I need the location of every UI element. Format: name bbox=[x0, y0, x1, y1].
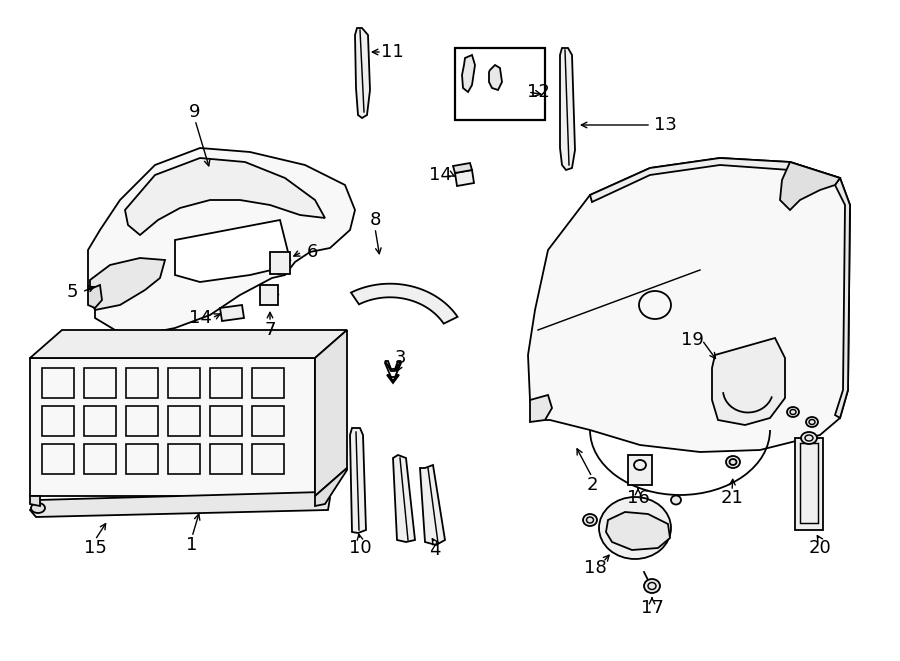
Text: 16: 16 bbox=[626, 489, 650, 507]
Polygon shape bbox=[385, 361, 401, 371]
Bar bbox=[252, 368, 284, 398]
Ellipse shape bbox=[806, 417, 818, 427]
Polygon shape bbox=[315, 468, 347, 506]
Polygon shape bbox=[125, 158, 325, 235]
Polygon shape bbox=[90, 258, 165, 310]
Bar bbox=[84, 444, 116, 474]
Bar bbox=[210, 444, 242, 474]
Polygon shape bbox=[489, 65, 502, 90]
Polygon shape bbox=[30, 496, 40, 506]
Bar bbox=[260, 285, 278, 305]
Ellipse shape bbox=[787, 407, 799, 417]
Polygon shape bbox=[780, 162, 840, 210]
Polygon shape bbox=[462, 55, 475, 92]
Polygon shape bbox=[30, 492, 330, 517]
Text: 17: 17 bbox=[641, 599, 663, 617]
Text: 14: 14 bbox=[189, 309, 212, 327]
Polygon shape bbox=[88, 148, 355, 335]
Polygon shape bbox=[606, 512, 670, 550]
Bar bbox=[126, 444, 158, 474]
Ellipse shape bbox=[801, 432, 817, 444]
Text: 7: 7 bbox=[265, 321, 275, 339]
Text: 2: 2 bbox=[586, 476, 598, 494]
Text: 1: 1 bbox=[186, 536, 198, 554]
Ellipse shape bbox=[583, 514, 597, 526]
Polygon shape bbox=[350, 428, 366, 533]
Text: 6: 6 bbox=[306, 243, 318, 261]
Text: 19: 19 bbox=[680, 331, 704, 349]
Bar bbox=[84, 368, 116, 398]
Text: 5: 5 bbox=[67, 283, 77, 301]
Polygon shape bbox=[712, 338, 785, 425]
Polygon shape bbox=[528, 158, 850, 452]
Ellipse shape bbox=[639, 291, 671, 319]
Text: 10: 10 bbox=[348, 539, 372, 557]
Ellipse shape bbox=[726, 456, 740, 468]
Polygon shape bbox=[175, 220, 290, 282]
Polygon shape bbox=[387, 375, 399, 383]
Text: 21: 21 bbox=[721, 489, 743, 507]
Bar bbox=[168, 368, 200, 398]
Text: 13: 13 bbox=[653, 116, 677, 134]
Bar bbox=[42, 368, 74, 398]
Polygon shape bbox=[453, 163, 472, 173]
Polygon shape bbox=[420, 465, 445, 545]
Bar bbox=[210, 406, 242, 436]
Polygon shape bbox=[355, 28, 370, 118]
Bar bbox=[800, 443, 818, 523]
Text: 4: 4 bbox=[429, 541, 441, 559]
Text: 9: 9 bbox=[189, 103, 201, 121]
Polygon shape bbox=[30, 330, 347, 358]
Bar bbox=[84, 406, 116, 436]
Polygon shape bbox=[590, 158, 840, 202]
Ellipse shape bbox=[31, 503, 45, 513]
Text: 14: 14 bbox=[428, 166, 452, 184]
Bar bbox=[455, 48, 545, 120]
Bar bbox=[126, 368, 158, 398]
Bar bbox=[210, 368, 242, 398]
Ellipse shape bbox=[644, 579, 660, 593]
Polygon shape bbox=[88, 285, 102, 308]
Text: 8: 8 bbox=[369, 211, 381, 229]
Bar bbox=[252, 444, 284, 474]
Polygon shape bbox=[530, 395, 552, 422]
Ellipse shape bbox=[599, 497, 671, 559]
Text: 18: 18 bbox=[583, 559, 607, 577]
Bar bbox=[168, 406, 200, 436]
Bar bbox=[42, 406, 74, 436]
Polygon shape bbox=[393, 455, 415, 542]
Bar bbox=[252, 406, 284, 436]
Bar bbox=[42, 444, 74, 474]
Text: 12: 12 bbox=[526, 83, 549, 101]
Bar bbox=[795, 438, 823, 530]
Text: 15: 15 bbox=[84, 539, 106, 557]
Polygon shape bbox=[315, 330, 347, 496]
Polygon shape bbox=[455, 170, 474, 186]
Text: 11: 11 bbox=[381, 43, 403, 61]
Text: 20: 20 bbox=[808, 539, 832, 557]
Text: 3: 3 bbox=[394, 349, 406, 367]
Ellipse shape bbox=[671, 496, 681, 504]
Bar bbox=[126, 406, 158, 436]
Polygon shape bbox=[220, 305, 244, 321]
Polygon shape bbox=[560, 48, 575, 170]
Bar bbox=[628, 455, 652, 485]
Bar bbox=[30, 358, 315, 496]
Polygon shape bbox=[351, 284, 457, 324]
Polygon shape bbox=[835, 178, 850, 418]
Bar bbox=[168, 444, 200, 474]
Bar bbox=[270, 252, 290, 274]
